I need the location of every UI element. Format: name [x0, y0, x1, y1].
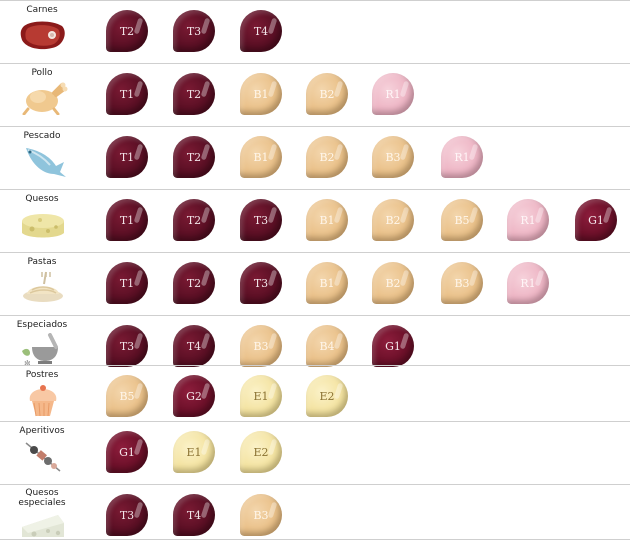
wine-drop-tinto[interactable]: T1 — [106, 73, 148, 115]
category-row: Postres B5 G2 E1 E2 — [0, 365, 630, 421]
wine-drop-tinto[interactable]: T3 — [106, 325, 148, 367]
wine-drop-tinto[interactable]: T2 — [173, 136, 215, 178]
wine-drop-espumoso[interactable]: E2 — [306, 375, 348, 417]
wine-drop-tinto[interactable]: T3 — [106, 494, 148, 536]
wine-drop-tinto[interactable]: T2 — [106, 10, 148, 52]
category-label: Pollo — [31, 68, 53, 78]
wine-drop-blanco[interactable]: B2 — [306, 73, 348, 115]
wine-drop-blanco[interactable]: B3 — [240, 494, 282, 536]
wine-drop-generoso[interactable]: G1 — [575, 199, 617, 241]
cheese-wedge-icon — [18, 509, 68, 543]
category-row: Quesos especiales T3 T4 B3 — [0, 484, 630, 540]
wine-drop-tinto[interactable]: T2 — [173, 262, 215, 304]
category-label: Pescado — [23, 131, 61, 141]
wine-drop-tinto[interactable]: T4 — [173, 325, 215, 367]
wine-drop-tinto[interactable]: T2 — [173, 73, 215, 115]
wine-drop-blanco[interactable]: B1 — [306, 199, 348, 241]
pasta-icon — [18, 270, 68, 304]
category-row: Quesos T1 T2 T3 B1 B2 B5 R1 G1 — [0, 189, 630, 252]
wine-drop-espumoso[interactable]: E2 — [240, 431, 282, 473]
wine-drop-tinto[interactable]: T1 — [106, 262, 148, 304]
wine-drop-tinto[interactable]: T1 — [106, 199, 148, 241]
wine-drop-generoso[interactable]: G2 — [173, 375, 215, 417]
wine-drop-blanco[interactable]: B2 — [372, 262, 414, 304]
category-row: Pollo T1 T2 B1 B2 R1 — [0, 63, 630, 126]
category-label: Especiados — [16, 320, 68, 330]
mortar-pestle-icon: ✼ — [18, 333, 68, 368]
category-label: Carnes — [26, 5, 58, 15]
wine-drop-tinto[interactable]: T2 — [173, 199, 215, 241]
wine-drop-blanco[interactable]: B1 — [240, 73, 282, 115]
wine-drop-blanco[interactable]: B1 — [240, 136, 282, 178]
wine-drop-tinto[interactable]: T4 — [173, 494, 215, 536]
category-row: Pescado T1 T2 B1 B2 B3 R1 — [0, 126, 630, 189]
wine-drop-blanco[interactable]: B2 — [372, 199, 414, 241]
wine-drop-rosado[interactable]: R1 — [507, 199, 549, 241]
wine-drop-blanco[interactable]: B5 — [106, 375, 148, 417]
wine-drop-espumoso[interactable]: E1 — [240, 375, 282, 417]
wine-drop-rosado[interactable]: R1 — [507, 262, 549, 304]
category-row: Carnes T2 T3 T4 — [0, 0, 630, 63]
svg-text:✼: ✼ — [24, 359, 31, 367]
cupcake-icon — [18, 383, 68, 417]
wine-drop-blanco[interactable]: B1 — [306, 262, 348, 304]
wine-drop-generoso[interactable]: G1 — [106, 431, 148, 473]
wine-drop-rosado[interactable]: R1 — [441, 136, 483, 178]
wine-drop-blanco[interactable]: B3 — [441, 262, 483, 304]
wine-drop-tinto[interactable]: T3 — [240, 199, 282, 241]
wine-drop-generoso[interactable]: G1 — [372, 325, 414, 367]
category-row: Aperitivos G1 E1 E2 — [0, 421, 630, 484]
wine-drop-tinto[interactable]: T4 — [240, 10, 282, 52]
wine-drop-blanco[interactable]: B5 — [441, 199, 483, 241]
wine-drop-espumoso[interactable]: E1 — [173, 431, 215, 473]
roast-chicken-icon — [18, 81, 68, 116]
category-label: Pastas — [27, 257, 57, 267]
wine-drop-tinto[interactable]: T1 — [106, 136, 148, 178]
wine-drop-blanco[interactable]: B3 — [372, 136, 414, 178]
category-row: Pastas T1 T2 T3 B1 B2 B3 R1 — [0, 252, 630, 315]
wine-drop-blanco[interactable]: B4 — [306, 325, 348, 367]
skewer-icon — [18, 439, 68, 473]
cheese-icon — [18, 207, 68, 241]
category-label: Quesos — [25, 194, 59, 204]
wine-drop-blanco[interactable]: B3 — [240, 325, 282, 367]
category-label: Postres — [25, 370, 59, 380]
wine-drop-tinto[interactable]: T3 — [173, 10, 215, 52]
category-label: Quesos especiales — [18, 488, 66, 508]
wine-drop-blanco[interactable]: B2 — [306, 136, 348, 178]
category-row: Especiados ✼ T3 T4 B3 B4 G1 — [0, 315, 630, 368]
fish-icon — [18, 144, 68, 178]
wine-drop-rosado[interactable]: R1 — [372, 73, 414, 115]
category-label: Aperitivos — [19, 426, 65, 436]
wine-drop-tinto[interactable]: T3 — [240, 262, 282, 304]
steak-icon — [18, 18, 68, 52]
